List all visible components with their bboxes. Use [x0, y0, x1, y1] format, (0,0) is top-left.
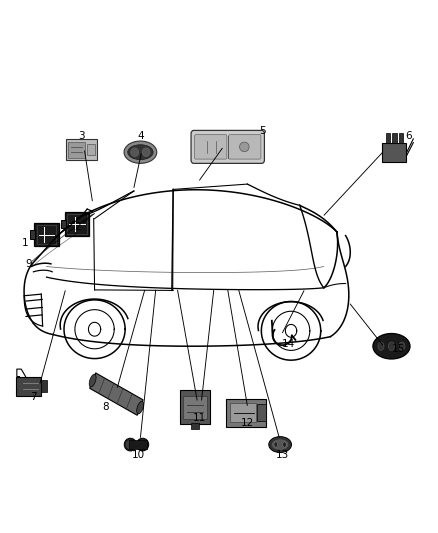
Bar	[37, 225, 56, 244]
Text: 9: 9	[26, 259, 32, 269]
FancyBboxPatch shape	[191, 131, 265, 164]
Bar	[399, 133, 403, 143]
Ellipse shape	[399, 342, 405, 351]
Text: 12: 12	[241, 418, 254, 429]
Text: 2: 2	[74, 222, 81, 232]
Polygon shape	[90, 373, 143, 415]
Bar	[66, 139, 97, 160]
Ellipse shape	[137, 401, 144, 414]
Text: 6: 6	[406, 131, 412, 141]
Ellipse shape	[378, 342, 384, 351]
Ellipse shape	[139, 441, 147, 449]
Bar	[382, 143, 406, 162]
Bar	[130, 440, 147, 449]
Bar	[87, 144, 95, 155]
Ellipse shape	[137, 438, 149, 451]
Bar	[180, 390, 210, 424]
Bar	[41, 379, 46, 392]
Ellipse shape	[389, 342, 395, 351]
Ellipse shape	[373, 334, 410, 359]
Bar	[60, 220, 66, 228]
Bar	[68, 142, 85, 158]
Bar	[257, 404, 266, 421]
Ellipse shape	[240, 142, 249, 152]
Bar	[30, 230, 35, 239]
Ellipse shape	[124, 141, 157, 164]
Ellipse shape	[131, 148, 139, 157]
Ellipse shape	[142, 148, 150, 157]
Ellipse shape	[269, 437, 291, 453]
Ellipse shape	[274, 442, 278, 447]
Bar	[226, 399, 266, 426]
Text: 10: 10	[132, 450, 145, 460]
Ellipse shape	[272, 440, 288, 449]
Ellipse shape	[128, 145, 153, 160]
Bar	[183, 395, 207, 419]
Text: 14: 14	[282, 338, 296, 349]
Text: 1: 1	[21, 238, 28, 247]
Text: 13: 13	[276, 450, 289, 460]
FancyBboxPatch shape	[194, 135, 227, 159]
Ellipse shape	[89, 374, 96, 387]
Text: 4: 4	[137, 131, 144, 141]
Bar	[34, 223, 59, 246]
Text: 15: 15	[392, 344, 405, 354]
Bar	[230, 403, 256, 422]
Text: 5: 5	[259, 126, 266, 136]
Ellipse shape	[124, 438, 137, 451]
FancyBboxPatch shape	[229, 135, 261, 159]
Text: 3: 3	[78, 131, 85, 141]
Ellipse shape	[127, 441, 134, 449]
Text: 8: 8	[102, 402, 109, 413]
Text: 7: 7	[30, 392, 37, 402]
Text: 11: 11	[193, 413, 206, 423]
Bar	[386, 133, 390, 143]
Bar	[67, 214, 87, 233]
Bar	[65, 212, 89, 236]
Ellipse shape	[283, 442, 286, 447]
Bar	[191, 423, 199, 429]
Bar	[16, 376, 41, 395]
Bar	[392, 133, 397, 143]
